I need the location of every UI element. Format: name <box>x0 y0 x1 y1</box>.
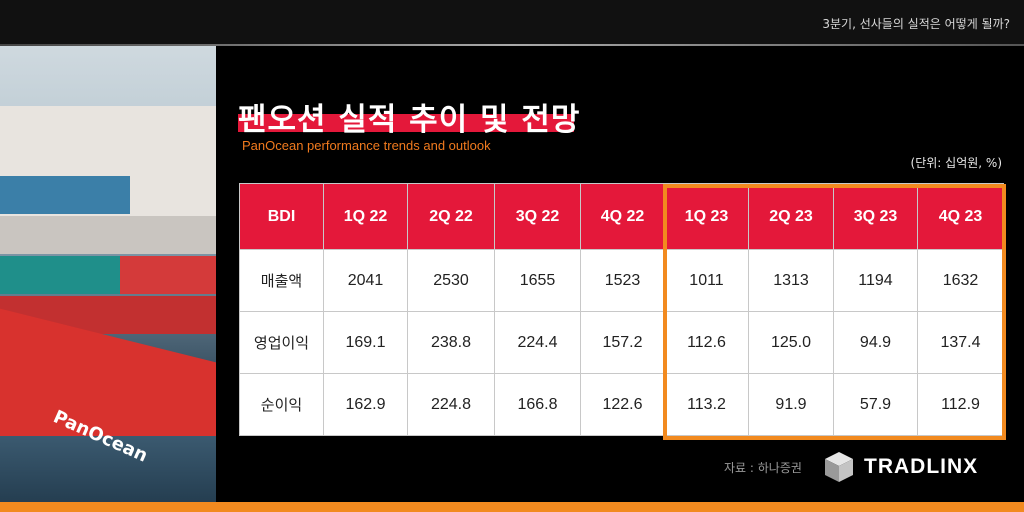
source-note: 자료 : 하나증권 <box>724 461 802 475</box>
header-cell: BDI <box>239 183 324 250</box>
brand-logo: TRADLINX <box>822 450 978 484</box>
table-cell: 91.9 <box>748 373 834 436</box>
table-cell: 224.8 <box>407 373 495 436</box>
top-bar-caption: 3분기, 선사들의 실적은 어떻게 될까? <box>822 17 1010 31</box>
table-cell: 1194 <box>833 249 918 312</box>
sea-water <box>0 436 216 502</box>
brand-logo-text: TRADLINX <box>864 455 979 478</box>
unit-note: (단위: 십억원, %) <box>910 156 1002 170</box>
cube-logo-icon <box>825 452 853 482</box>
table-cell: 1523 <box>580 249 665 312</box>
performance-table: BDI 1Q 22 2Q 22 3Q 22 4Q 22 1Q 23 2Q 23 … <box>239 183 1004 436</box>
table-cell: 112.9 <box>917 373 1004 436</box>
table-cell: 137.4 <box>917 311 1004 374</box>
header-cell: 4Q 23 <box>917 183 1004 250</box>
table-cell: 112.6 <box>664 311 749 374</box>
slide-subtitle: PanOcean performance trends and outlook <box>242 138 491 153</box>
table-cell: 94.9 <box>833 311 918 374</box>
top-divider <box>0 44 1024 46</box>
container-stack <box>0 176 130 214</box>
header-cell: 1Q 22 <box>323 183 408 250</box>
table-cell: 125.0 <box>748 311 834 374</box>
table-cell: 2530 <box>407 249 495 312</box>
table-cell: 57.9 <box>833 373 918 436</box>
row-label: 순이익 <box>239 373 324 436</box>
header-cell: 2Q 22 <box>407 183 495 250</box>
bottom-accent-bar <box>0 502 1024 512</box>
slide-title: 팬오션 실적 추이 및 전망 <box>238 102 581 138</box>
header-cell: 3Q 23 <box>833 183 918 250</box>
table-cell: 166.8 <box>494 373 581 436</box>
header-cell: 1Q 23 <box>664 183 749 250</box>
table-cell: 169.1 <box>323 311 408 374</box>
header-cell: 3Q 22 <box>494 183 581 250</box>
slide-title-block: 팬오션 실적 추이 및 전망 <box>238 94 580 139</box>
table-cell: 1655 <box>494 249 581 312</box>
table-cell: 1632 <box>917 249 1004 312</box>
table-cell: 157.2 <box>580 311 665 374</box>
table-cell: 113.2 <box>664 373 749 436</box>
table-cell: 2041 <box>323 249 408 312</box>
table-cell: 238.8 <box>407 311 495 374</box>
row-label: 매출액 <box>239 249 324 312</box>
table-cell: 122.6 <box>580 373 665 436</box>
table-header-row: BDI 1Q 22 2Q 22 3Q 22 4Q 22 1Q 23 2Q 23 … <box>239 183 1004 250</box>
container-stack <box>0 256 120 294</box>
title-highlight-bar <box>238 114 574 132</box>
table-cell: 224.4 <box>494 311 581 374</box>
container-stack <box>0 216 216 254</box>
header-cell: 4Q 22 <box>580 183 665 250</box>
row-label: 영업이익 <box>239 311 324 374</box>
table-cell: 1313 <box>748 249 834 312</box>
table-row: 순이익 162.9 224.8 166.8 122.6 113.2 91.9 5… <box>239 373 1004 436</box>
header-cell: 2Q 23 <box>748 183 834 250</box>
table-cell: 1011 <box>664 249 749 312</box>
ship-photo: PanOcean <box>0 46 216 502</box>
table-row: 영업이익 169.1 238.8 224.4 157.2 112.6 125.0… <box>239 311 1004 374</box>
table-row: 매출액 2041 2530 1655 1523 1011 1313 1194 1… <box>239 249 1004 312</box>
top-bar: 3분기, 선사들의 실적은 어떻게 될까? <box>0 0 1024 44</box>
container-stack <box>120 256 216 294</box>
table-cell: 162.9 <box>323 373 408 436</box>
